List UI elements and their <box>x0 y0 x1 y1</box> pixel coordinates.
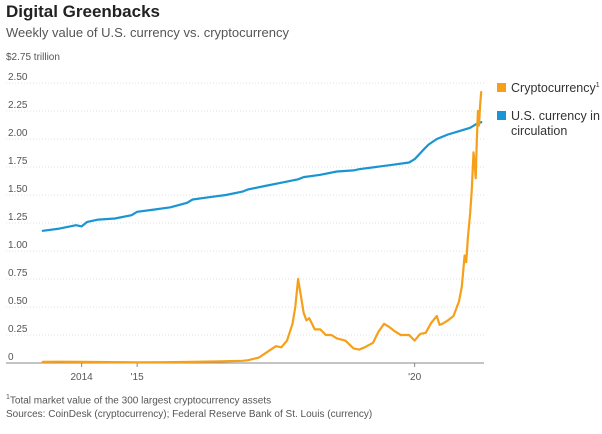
y-tick-label: 1.00 <box>8 240 28 251</box>
x-tick-label: '15 <box>131 372 144 383</box>
currency-legend-label: circulation <box>511 124 567 138</box>
footnote-text: Total market value of the 300 largest cr… <box>9 395 272 407</box>
y-tick-label: 1.50 <box>8 184 28 195</box>
chart-subtitle: Weekly value of U.S. currency vs. crypto… <box>6 25 289 40</box>
y-tick-label: 2.00 <box>8 128 28 139</box>
y-axis-ticks: 0 0.25 0.50 0.75 1.00 1.25 1.50 1.75 2.00 2.25 2.5… <box>8 72 28 363</box>
gridlines <box>6 82 484 364</box>
y-tick-label: 2.25 <box>8 100 28 111</box>
crypto-line <box>41 90 483 364</box>
x-tick-label: 2014 <box>71 372 94 383</box>
currency-legend-swatch <box>497 111 506 120</box>
x-axis-ticks: 2014 '15 '20 <box>71 363 422 383</box>
y-tick-label: 0.75 <box>8 268 28 279</box>
crypto-legend-swatch <box>497 83 506 92</box>
currency-legend-label: U.S. currency in <box>511 109 600 123</box>
sources-note: Sources: CoinDesk (cryptocurrency); Fede… <box>6 409 373 420</box>
currency-line <box>41 121 483 232</box>
footnote-marker: 1 <box>6 394 10 401</box>
legend: Cryptocurrency1 U.S. currency incirculati… <box>497 81 600 138</box>
y-tick-label: 2.50 <box>8 72 28 83</box>
y-tick-label: 0 <box>8 352 14 363</box>
chart-title: Digital Greenbacks <box>6 2 161 21</box>
y-tick-label: 0.25 <box>8 324 28 335</box>
crypto-legend-label: Cryptocurrency1 <box>511 81 600 95</box>
y-tick-label: 1.75 <box>8 156 28 167</box>
footnote: 1Total market value of the 300 largest c… <box>6 394 271 406</box>
y-axis-top-label: $2.75 trillion <box>6 52 60 63</box>
series-lines <box>41 90 483 364</box>
y-tick-label: 0.50 <box>8 296 28 307</box>
y-tick-label: 1.25 <box>8 212 28 223</box>
x-tick-label: '20 <box>408 372 421 383</box>
